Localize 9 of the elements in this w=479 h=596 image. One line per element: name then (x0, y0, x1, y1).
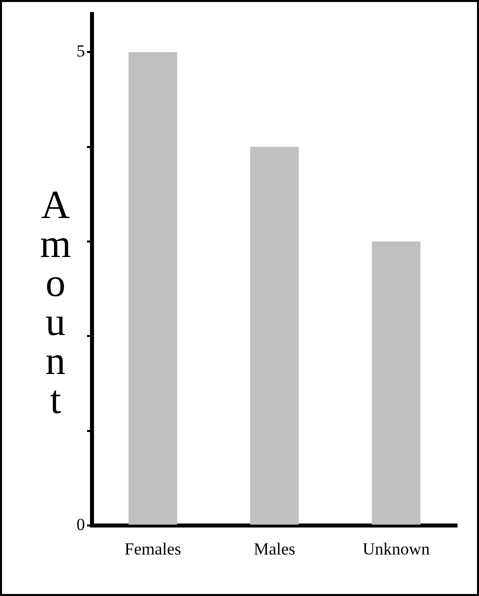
bar (250, 146, 299, 525)
bar (372, 241, 420, 525)
y-axis-title: Amount (32, 182, 79, 416)
x-tick-label: Females (124, 539, 182, 558)
x-tick-label: Unknown (362, 539, 430, 558)
y-tick-label: 5 (76, 42, 85, 61)
y-tick-label: 0 (76, 515, 85, 534)
x-tick-label: Males (254, 539, 296, 558)
bar (128, 52, 178, 525)
